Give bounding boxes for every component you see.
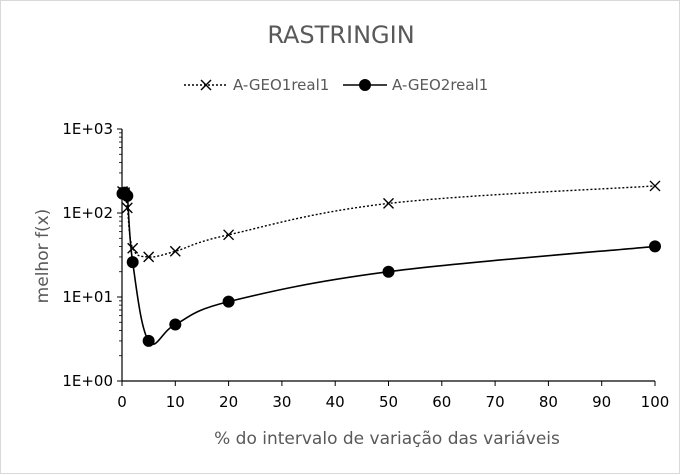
y-tick-label: 1E+02 [62,204,113,222]
legend-marker [200,79,212,91]
chart-title: RASTRINGIN [267,21,414,49]
legend-label: A-GEO1real1 [233,76,329,94]
x-tick-label: 90 [592,393,611,411]
x-tick-label: 40 [326,393,345,411]
data-point [126,256,139,269]
x-tick-label: 100 [641,393,670,411]
axes: 0 10 20 30 40 50 60 70 80 90 100 1E+00 1E+01 1E+02 1E+… [62,120,669,411]
x-axis-label: % do intervalo de variação das variáveis [214,429,560,449]
legend: A-GEO1real1 A-GEO2real1 [184,76,488,94]
x-tick-label: 20 [219,393,238,411]
x-tick-label: 0 [117,393,127,411]
y-tick-label: 1E+01 [62,288,113,306]
x-tick-label: 70 [486,393,505,411]
data-point [143,251,155,263]
series-line [122,185,656,258]
data-point [382,265,395,278]
series-2 [116,186,661,347]
y-tick-label: 1E+03 [62,120,113,138]
data-point [169,245,181,257]
data-point [649,240,661,253]
y-axis-label: melhor f(x) [33,209,53,304]
x-tick-label: 10 [166,393,185,411]
x-tick-label: 50 [379,393,398,411]
series-layer [116,180,661,347]
legend-entry-1: A-GEO1real1 [184,76,329,94]
data-point [127,242,139,254]
y-tick-label: 1E+00 [62,372,113,390]
x-tick-label: 30 [272,393,291,411]
legend-entry-2: A-GEO2real1 [343,76,488,94]
data-point [169,318,182,331]
legend-marker [359,79,371,91]
data-point [649,180,661,192]
legend-label: A-GEO2real1 [392,76,488,94]
data-point [121,202,133,214]
data-point [383,197,394,209]
data-point [142,334,155,347]
data-point [223,229,235,241]
x-tick-label: 80 [539,393,558,411]
x-tick-label: 60 [432,393,451,411]
series-1 [117,180,661,263]
data-point [121,189,134,202]
data-point [222,295,235,308]
